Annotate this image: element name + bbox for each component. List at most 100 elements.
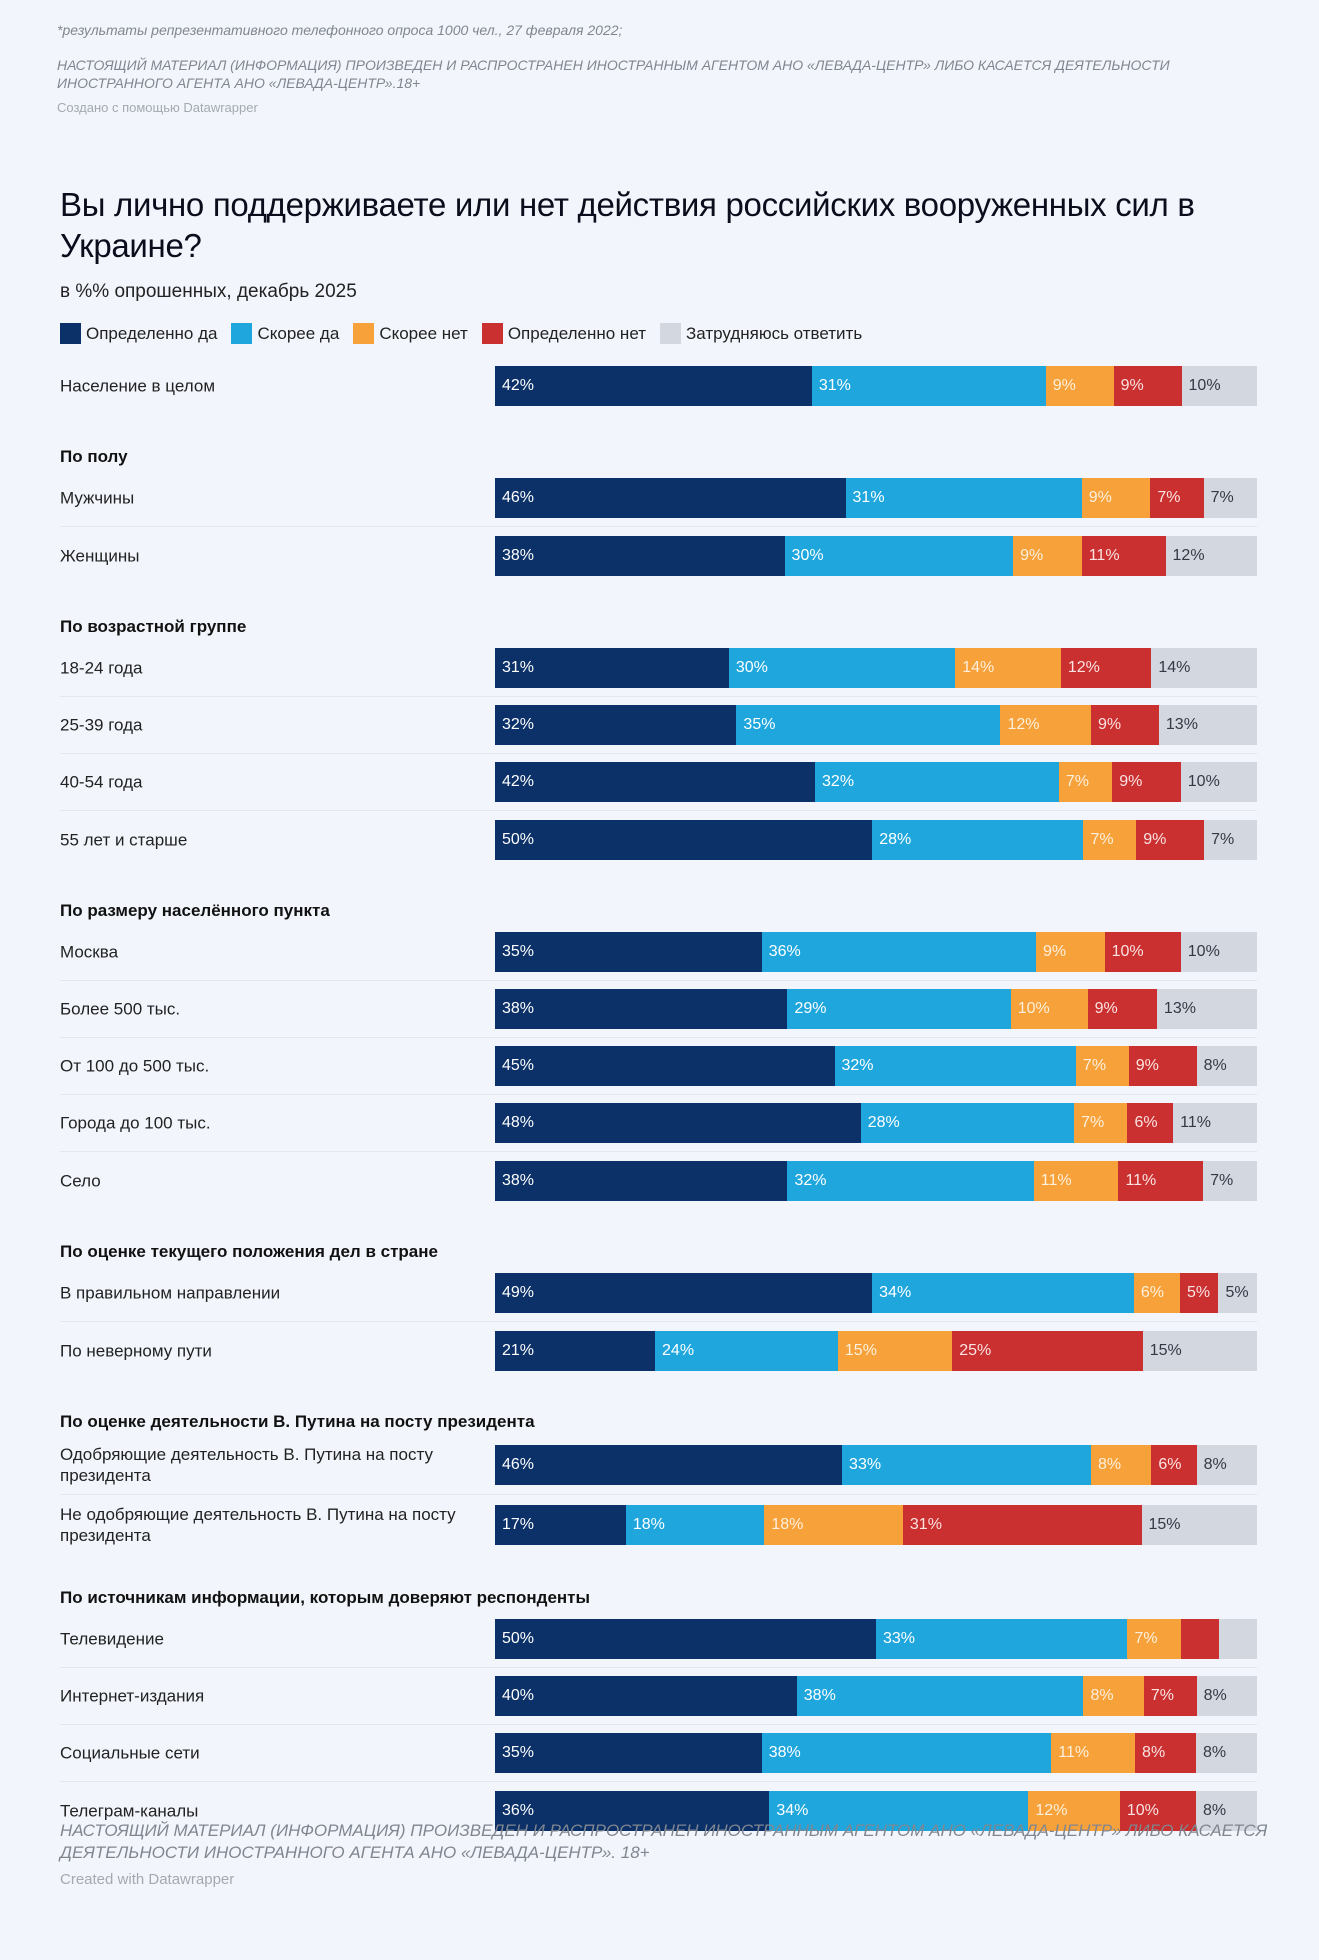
bar-segment-rather-yes: 33% (842, 1444, 1092, 1485)
bar-segment-definitely-no: 31% (902, 1505, 1142, 1545)
bar-segment-definitely-no: 7% (1150, 478, 1204, 518)
bar-segment-definitely-no: 5% (1180, 1273, 1219, 1313)
bar-segment-rather-no: 7% (1083, 819, 1137, 860)
bar-segment-hard-to-say: 11% (1173, 1103, 1257, 1143)
legend: Определенно да Скорее да Скорее нет Определ… (60, 323, 862, 344)
legend-swatch (660, 323, 681, 344)
bar-row: Более 500 тыс. 38% 29% 10% 9% 13% (60, 981, 1257, 1038)
bar-segment-definitely-no: 11% (1118, 1160, 1204, 1201)
stacked-bar: 49% 34% 6% 5% 5% (495, 1273, 1257, 1313)
bar-segment-definitely-no: 9% (1091, 705, 1159, 745)
row-label: Москва (60, 942, 119, 962)
row-label: Телевидение (60, 1629, 164, 1649)
row-label: В правильном направлении (60, 1283, 281, 1303)
stacked-bar: 42% 32% 7% 9% 10% (495, 762, 1257, 802)
bar-row: Село 38% 32% 11% 11% 7% (60, 1152, 1257, 1209)
bar-segment-definitely-yes: 32% (495, 705, 737, 745)
stacked-bar: 48% 28% 7% 6% 11% (495, 1103, 1257, 1143)
bar-row: Интернет-издания 40% 38% 8% 7% 8% (60, 1668, 1257, 1725)
row-label: 18-24 года (60, 658, 143, 678)
bar-segment-definitely-no: 9% (1087, 989, 1157, 1029)
bar-segment-rather-no: 9% (1045, 365, 1114, 406)
legend-item: Определенно нет (481, 323, 646, 344)
stacked-bar: 46% 33% 8% 6% 8% (495, 1444, 1257, 1485)
bar-row: От 100 до 500 тыс. 45% 32% 7% 9% 8% (60, 1038, 1257, 1095)
bar-segment-definitely-yes: 35% (495, 932, 762, 972)
bar-segment-rather-no: 9% (1013, 535, 1082, 576)
bar-segment-hard-to-say: 7% (1204, 819, 1257, 860)
bar-segment-definitely-yes: 35% (495, 1733, 762, 1773)
bar-segment-rather-yes: 34% (769, 1790, 1029, 1831)
bar-segment-definitely-no: 9% (1136, 819, 1205, 860)
bar-segment-rather-yes: 30% (728, 648, 956, 688)
row-label: 40-54 года (60, 772, 143, 792)
bar-segment-definitely-yes: 42% (495, 762, 816, 802)
bar-segment-definitely-yes: 45% (495, 1046, 835, 1086)
bar-segment-definitely-no: 10% (1119, 1790, 1197, 1831)
bar-segment-definitely-no: 7% (1143, 1676, 1197, 1716)
stacked-bar: 42% 31% 9% 9% 10% (495, 365, 1257, 406)
bar-segment-hard-to-say: 13% (1158, 705, 1257, 745)
bar-segment-hard-to-say: 14% (1151, 648, 1257, 688)
bar-segment-definitely-yes: 46% (495, 478, 846, 518)
bar-segment-hard-to-say: 12% (1165, 535, 1257, 576)
bar-segment-rather-no: 9% (1081, 478, 1151, 518)
stacked-bar: 50% 28% 7% 9% 7% (495, 819, 1257, 860)
bar-segment-definitely-yes: 46% (495, 1444, 843, 1485)
bar-segment-hard-to-say: 8% (1196, 1046, 1257, 1086)
bar-row: Население в целом 42% 31% 9% 9% 10% (60, 357, 1257, 414)
bar-row: Мужчины 46% 31% 9% 7% 7% (60, 470, 1257, 527)
bar-segment-definitely-no: 6% (1127, 1103, 1174, 1143)
legend-label: Скорее нет (379, 323, 468, 343)
bar-segment-rather-no: 8% (1091, 1444, 1152, 1485)
row-label: Более 500 тыс. (60, 999, 181, 1019)
bar-segment-rather-yes: 24% (655, 1330, 838, 1371)
bar-row: В правильном направлении 49% 34% 6% 5% 5% (60, 1265, 1257, 1322)
footer-credit: Created with Datawrapper (60, 1871, 235, 1888)
row-label: Телеграм-каналы (60, 1801, 199, 1820)
bar-segment-hard-to-say: 5% (1218, 1273, 1257, 1313)
bar-segment-rather-yes: 18% (625, 1505, 765, 1545)
group-title: По возрастной группе (60, 617, 247, 636)
bar-segment-rather-no: 8% (1083, 1676, 1144, 1716)
bar-row: Города до 100 тыс. 48% 28% 7% 6% 11% (60, 1095, 1257, 1152)
bar-row: Телеграм-каналы 36% 34% 12% 10% 8% (60, 1782, 1257, 1839)
bar-row: 18-24 года 31% 30% 14% 12% 14% (60, 640, 1257, 697)
bar-segment-rather-yes: 36% (761, 932, 1036, 972)
bar-segment-rather-yes: 31% (811, 365, 1046, 406)
legend-label: Определенно да (86, 323, 218, 343)
bar-segment-definitely-no: 10% (1104, 932, 1181, 972)
bar-segment-hard-to-say: 8% (1196, 1676, 1257, 1716)
legend-swatch (353, 323, 375, 344)
bar-segment-hard-to-say: 15% (1142, 1330, 1257, 1371)
bar-segment-hard-to-say: 15% (1141, 1505, 1257, 1545)
bar-segment-rather-yes: 32% (815, 762, 1059, 802)
bar-segment-rather-yes: 34% (872, 1273, 1134, 1313)
legend-item: Определенно да (60, 323, 217, 344)
stacked-bar: 31% 30% 14% 12% 14% (495, 648, 1257, 688)
bar-segment-definitely-yes: 42% (495, 365, 812, 406)
bar-segment-definitely-yes: 40% (495, 1676, 797, 1716)
row-label: Село (60, 1171, 101, 1190)
bar-row: 55 лет и старше 50% 28% 7% 9% 7% (60, 811, 1257, 868)
bar-row: По неверному пути 21% 24% 15% 25% 15% (60, 1322, 1257, 1379)
bar-segment-rather-no: 6% (1133, 1273, 1180, 1313)
bar-segment-definitely-no: 9% (1128, 1046, 1197, 1086)
bar-segment-hard-to-say: 7% (1203, 1160, 1257, 1201)
bar-segment-definitely-yes: 48% (495, 1103, 861, 1143)
bar-segment-definitely-no: 8% (1135, 1733, 1196, 1773)
header-credit: Создано с помощью Datawrapper (57, 100, 258, 115)
bar-segment-rather-yes: 31% (845, 478, 1082, 518)
row-label: Социальные сети (60, 1743, 200, 1763)
bar-segment-definitely-yes: 31% (495, 648, 729, 688)
bar-row: 25-39 года 32% 35% 12% 9% 13% (60, 697, 1257, 754)
stacked-bar: 38% 29% 10% 9% 13% (495, 989, 1257, 1029)
bar-segment-definitely-no (1180, 1619, 1219, 1659)
stacked-bar: 45% 32% 7% 9% 8% (495, 1046, 1257, 1086)
survey-note: *результаты репрезентативного телефонног… (57, 22, 623, 38)
bar-segment-rather-yes: 29% (787, 989, 1011, 1029)
bar-segment-definitely-yes: 38% (495, 1160, 788, 1201)
stacked-bar: 50% 33% 7% (495, 1619, 1257, 1659)
stacked-bar: 35% 38% 11% 8% 8% (495, 1733, 1257, 1773)
group-title: По источникам информации, которым доверя… (60, 1588, 591, 1607)
